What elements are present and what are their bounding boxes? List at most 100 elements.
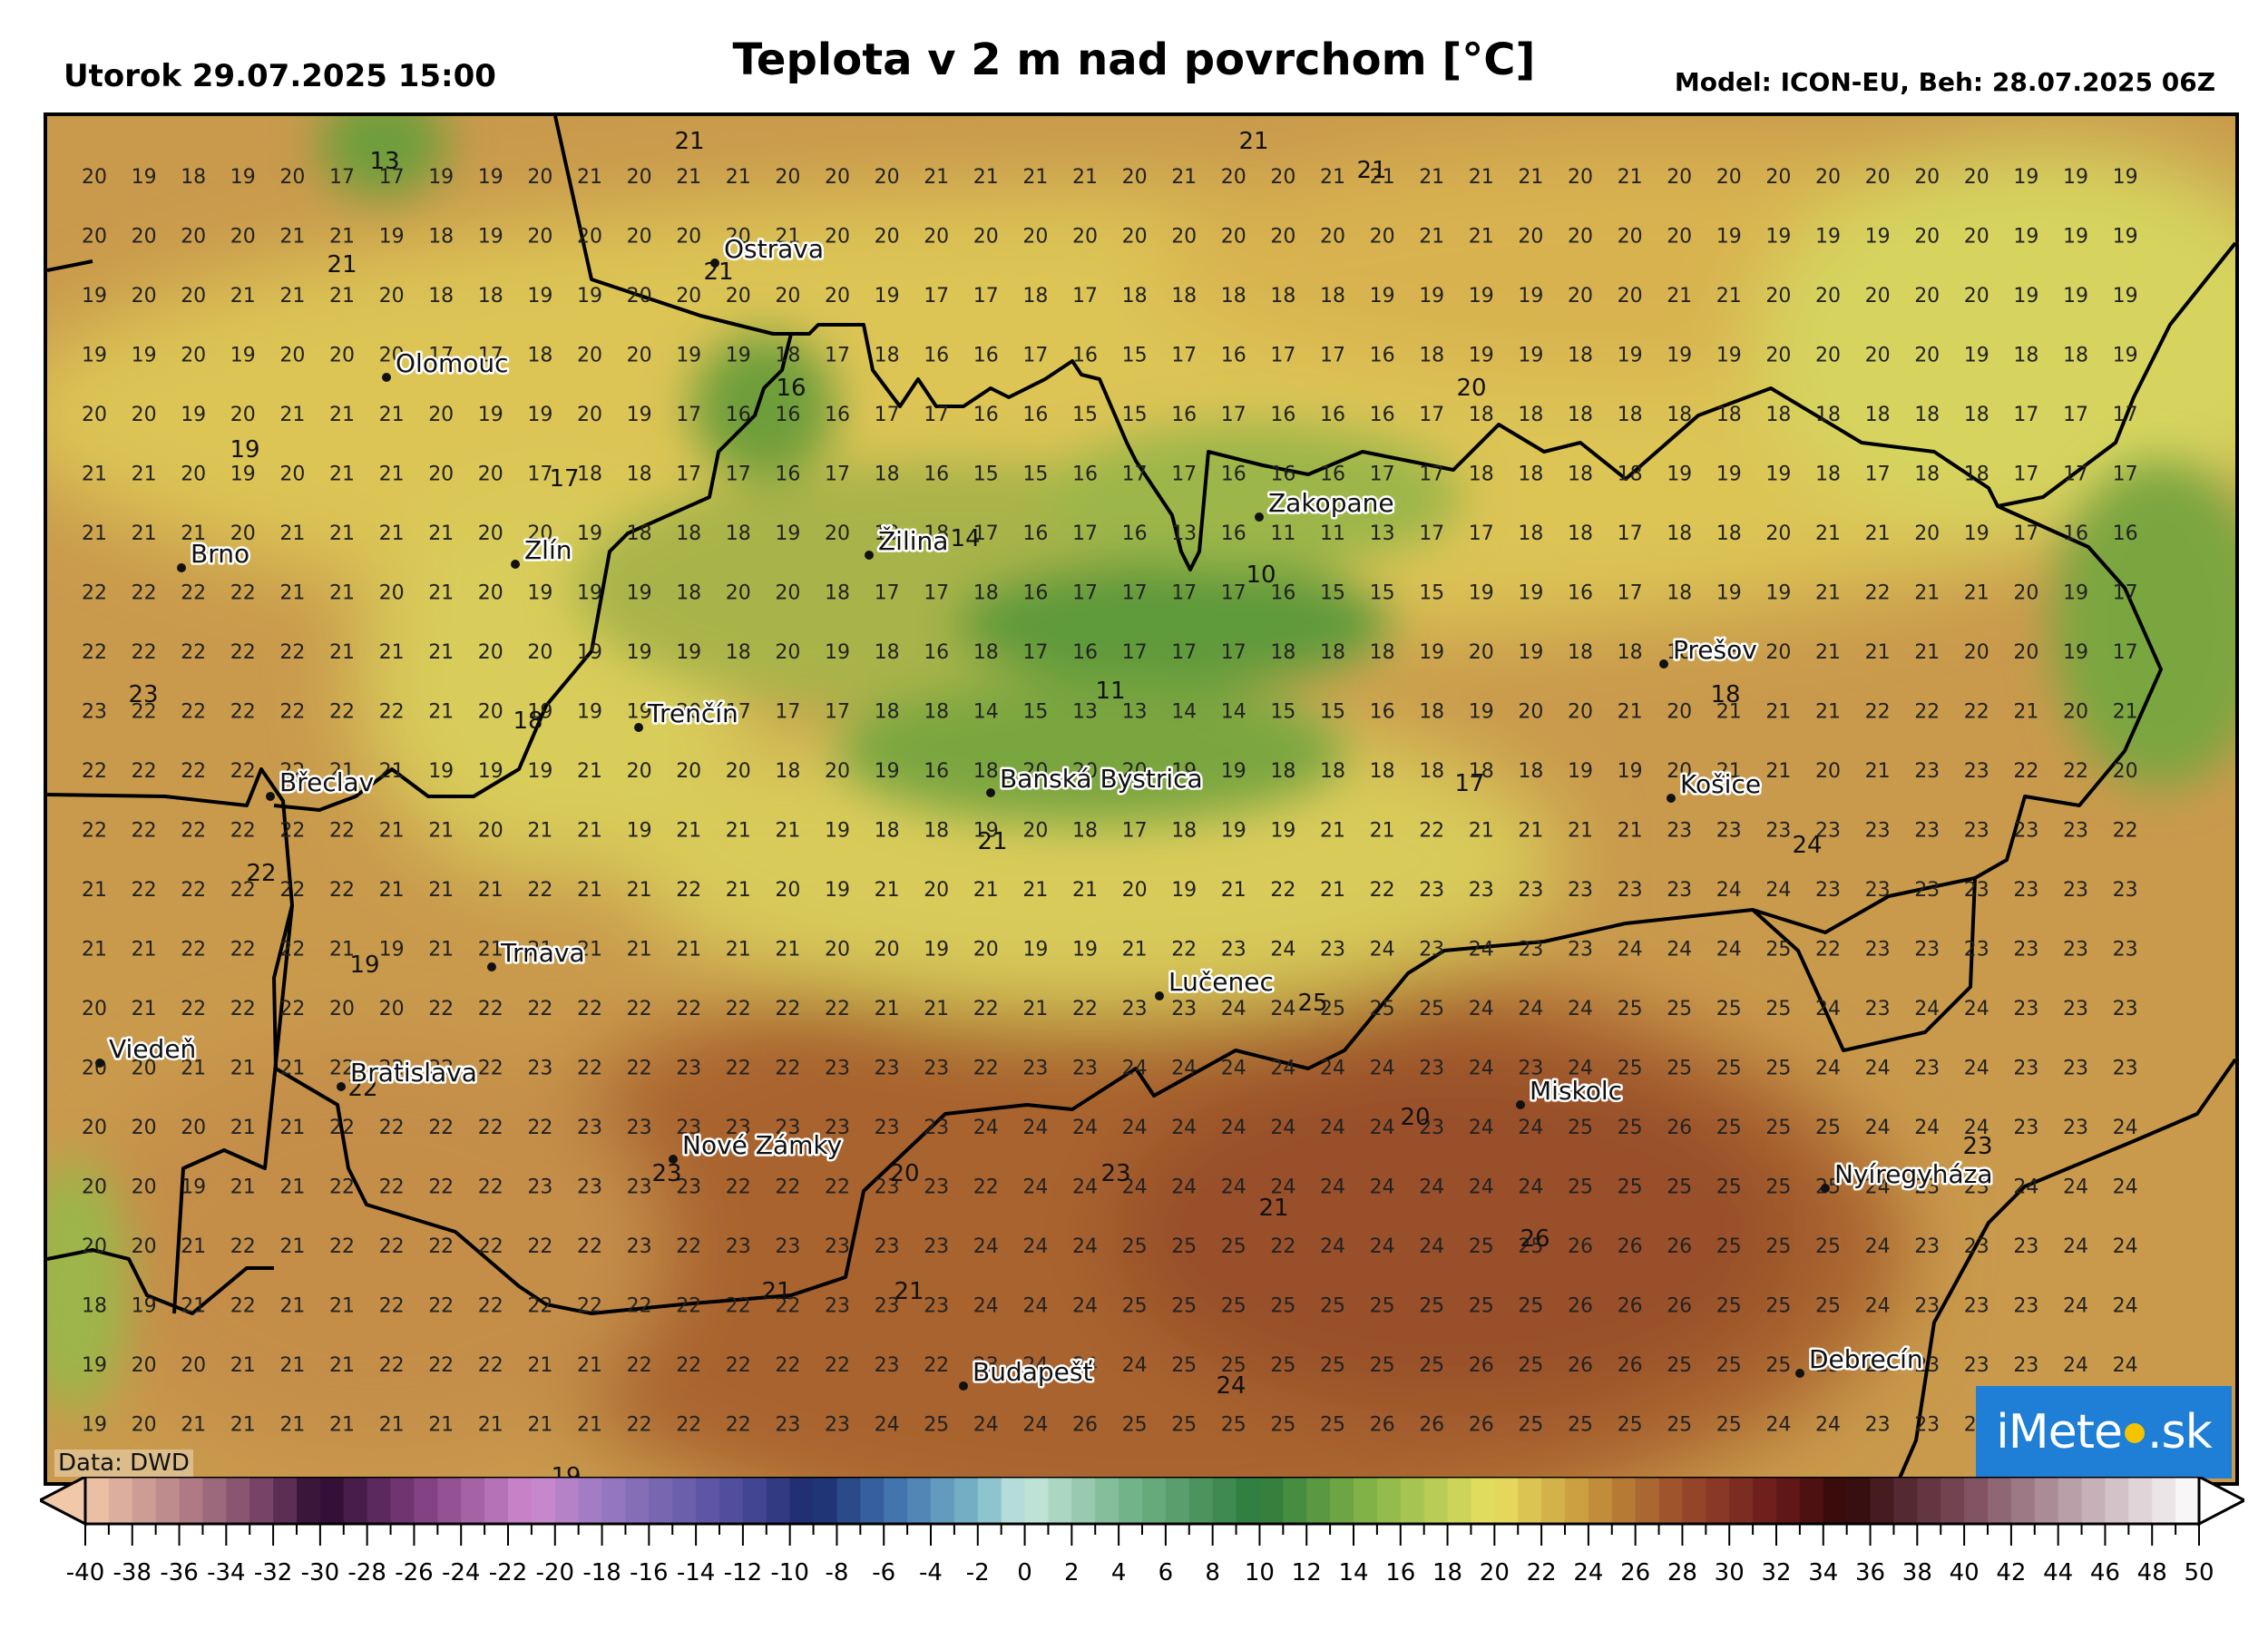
grid-value: 20 bbox=[1022, 760, 1048, 783]
extreme-value: 21 bbox=[977, 828, 1007, 855]
grid-value: 17 bbox=[825, 464, 850, 486]
grid-value: 24 bbox=[1370, 939, 1395, 961]
city-label: Brno bbox=[191, 539, 249, 569]
grid-value: 23 bbox=[1815, 820, 1841, 843]
grid-value: 26 bbox=[1618, 1354, 1643, 1377]
colorbar-cell bbox=[742, 1477, 767, 1524]
extreme-value: 23 bbox=[128, 681, 158, 708]
colorbar-cell bbox=[1236, 1477, 1261, 1524]
grid-value: 19 bbox=[478, 226, 503, 249]
grid-value: 25 bbox=[1667, 1354, 1692, 1377]
grid-value: 19 bbox=[627, 820, 652, 843]
city-marker: Trnava bbox=[487, 936, 587, 971]
grid-value: 16 bbox=[1270, 464, 1295, 486]
grid-value: 22 bbox=[230, 939, 256, 961]
city-marker: Brno bbox=[177, 537, 252, 572]
grid-value: 24 bbox=[1320, 1235, 1345, 1258]
grid-value: 22 bbox=[329, 1117, 355, 1139]
grid-value: 17 bbox=[2063, 464, 2088, 486]
grid-value: 25 bbox=[1370, 1295, 1395, 1318]
grid-value: 18 bbox=[775, 345, 800, 367]
grid-value: 20 bbox=[627, 345, 652, 367]
grid-value: 24 bbox=[1320, 1117, 1345, 1139]
grid-value: 19 bbox=[825, 641, 850, 664]
grid-value: 21 bbox=[527, 820, 552, 843]
cities-layer: Ostrava Olomouc Brno Zlín Žilina Zakopane Tren… bbox=[95, 232, 1995, 1391]
grid-value: 15 bbox=[1419, 582, 1444, 605]
colorbar-cell bbox=[226, 1477, 250, 1524]
grid-value: 20 bbox=[627, 226, 652, 249]
grid-value: 22 bbox=[329, 701, 355, 724]
grid-value: 21 bbox=[1370, 166, 1395, 189]
grid-value: 22 bbox=[230, 760, 256, 783]
colorbar-cell bbox=[2128, 1477, 2153, 1524]
city-marker: Zlín bbox=[511, 533, 574, 569]
grid-value: 22 bbox=[428, 1354, 454, 1377]
colorbar-tick-label: 22 bbox=[1527, 1559, 1557, 1586]
grid-value: 19 bbox=[1618, 345, 1643, 367]
grid-value: 20 bbox=[1022, 820, 1048, 843]
colorbar-tick-label: -36 bbox=[160, 1559, 198, 1586]
grid-value: 23 bbox=[2113, 879, 2138, 902]
grid-value: 19 bbox=[577, 522, 602, 545]
grid-value: 20 bbox=[1320, 226, 1345, 249]
grid-value: 24 bbox=[2063, 1176, 2088, 1199]
grid-value: 21 bbox=[279, 1117, 305, 1139]
extreme-value: 22 bbox=[347, 1075, 377, 1102]
grid-value: 17 bbox=[973, 285, 999, 307]
grid-value: 20 bbox=[132, 1117, 157, 1139]
grid-value: 19 bbox=[1964, 345, 1989, 367]
grid-value: 21 bbox=[1914, 582, 1940, 605]
city-label: Prešov bbox=[1673, 635, 1757, 665]
grid-value: 19 bbox=[2013, 285, 2038, 307]
grid-value: 22 bbox=[181, 760, 206, 783]
city-dot bbox=[865, 551, 874, 560]
grid-value: 21 bbox=[1716, 701, 1742, 724]
grid-value: 21 bbox=[428, 820, 454, 843]
grid-value: 19 bbox=[82, 285, 107, 307]
grid-value: 17 bbox=[726, 701, 751, 724]
grid-value: 18 bbox=[825, 582, 850, 605]
grid-value: 20 bbox=[1568, 226, 1593, 249]
city-marker: Nyíregyháza bbox=[1821, 1157, 1995, 1193]
grid-value: 18 bbox=[726, 641, 751, 664]
map-canvas: 20 19 18 19 20 17 17 19 19 20 21 20 21 21 20 20 20 21 21 21… bbox=[47, 116, 2235, 1482]
imeteo-logo[interactable]: iMete .sk bbox=[1976, 1386, 2232, 1479]
colorbar-cell bbox=[1071, 1477, 1096, 1524]
grid-value: 25 bbox=[1419, 998, 1444, 1020]
grid-value: 22 bbox=[2013, 760, 2038, 783]
extreme-value: 21 bbox=[327, 251, 357, 278]
city-dot bbox=[382, 373, 391, 382]
grid-value: 21 bbox=[924, 998, 949, 1020]
grid-value: 24 bbox=[2063, 1235, 2088, 1258]
grid-value: 21 bbox=[478, 1414, 503, 1437]
grid-value: 22 bbox=[775, 1176, 800, 1199]
grid-value: 19 bbox=[676, 345, 701, 367]
grid-value: 23 bbox=[1964, 1354, 1989, 1377]
grid-value: 24 bbox=[1618, 939, 1643, 961]
grid-value: 22 bbox=[1270, 879, 1295, 902]
grid-value: 20 bbox=[230, 226, 256, 249]
grid-value: 20 bbox=[973, 939, 999, 961]
grid-value: 17 bbox=[1122, 820, 1148, 843]
grid-value: 17 bbox=[2113, 582, 2138, 605]
grid-value: 21 bbox=[1865, 522, 1891, 545]
grid-value: 23 bbox=[1320, 939, 1345, 961]
grid-value: 20 bbox=[1815, 285, 1841, 307]
colorbar-tick-labels: -40 -38 -36 -34 -32 -30 -28 -26 -24 -22 -20 -18 -16-… bbox=[66, 1559, 2214, 1586]
colorbar-tick-label: -20 bbox=[536, 1559, 574, 1586]
grid-value: 21 bbox=[1865, 760, 1891, 783]
grid-value: 16 bbox=[1320, 464, 1345, 486]
grid-value: 22 bbox=[676, 998, 701, 1020]
grid-value: 23 bbox=[2013, 939, 2038, 961]
city-label: Bratislava bbox=[350, 1058, 477, 1088]
grid-value: 21 bbox=[279, 1295, 305, 1318]
model-info: Model: ICON-EU, Beh: 28.07.2025 06Z bbox=[1674, 67, 2215, 97]
grid-value: 24 bbox=[1072, 1295, 1098, 1318]
grid-value: 22 bbox=[1072, 998, 1098, 1020]
city-dot bbox=[959, 1381, 968, 1391]
grid-value: 19 bbox=[825, 879, 850, 902]
grid-value: 18 bbox=[1469, 760, 1494, 783]
grid-value: 23 bbox=[775, 1414, 800, 1437]
grid-value: 19 bbox=[230, 345, 256, 367]
